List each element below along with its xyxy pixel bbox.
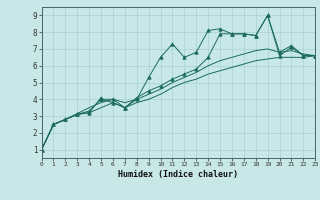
X-axis label: Humidex (Indice chaleur): Humidex (Indice chaleur) — [118, 170, 238, 179]
